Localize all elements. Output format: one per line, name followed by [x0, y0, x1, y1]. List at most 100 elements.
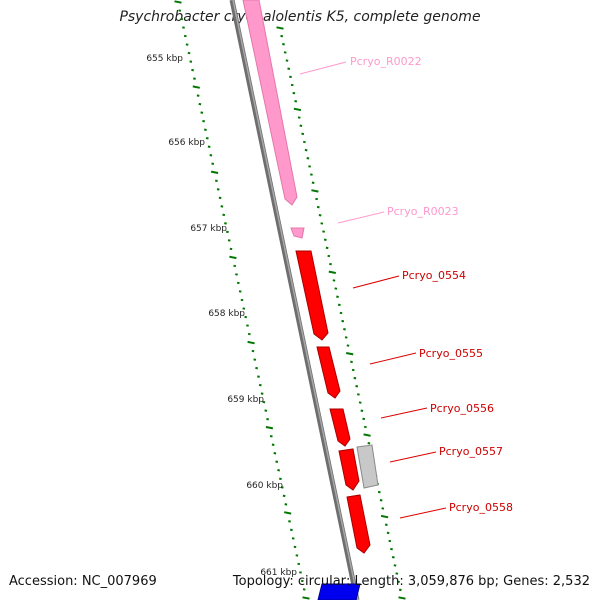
outer-track-minor-tick: [332, 279, 336, 282]
outer-track-minor-tick: [381, 507, 385, 510]
inner-track-major-tick: [284, 511, 292, 515]
inner-track-minor-tick: [178, 9, 182, 12]
inner-track-minor-tick: [244, 315, 248, 319]
label-Pcryo_0557[interactable]: Pcryo_0557: [439, 445, 503, 458]
outer-track-major-tick: [346, 352, 354, 356]
outer-track-minor-tick: [367, 442, 371, 445]
inner-track-minor-tick: [280, 486, 284, 489]
feature-blue-cds[interactable]: [317, 583, 361, 600]
outer-track-minor-tick: [308, 165, 312, 168]
outer-track-major-tick: [380, 514, 389, 519]
inner-track-minor-tick: [216, 188, 220, 191]
label-Pcryo_0554[interactable]: Pcryo_0554: [402, 269, 466, 282]
inner-track-minor-tick: [275, 460, 279, 463]
inner-track-minor-tick: [235, 273, 238, 276]
inner-track-minor-tick: [284, 503, 288, 506]
outer-track-minor-tick: [282, 43, 285, 46]
label-Pcryo_0556[interactable]: Pcryo_0556: [430, 402, 494, 415]
outer-tick-track: [276, 26, 406, 600]
feature-Pcryo_R0022[interactable]: [242, 0, 298, 206]
feature-Pcryo_0557-cds[interactable]: [338, 448, 360, 491]
outer-track-minor-tick: [287, 67, 291, 70]
outer-track-minor-tick: [362, 417, 366, 421]
outer-track-minor-tick: [391, 556, 395, 559]
inner-track-minor-tick: [187, 51, 191, 55]
inner-track-minor-tick: [302, 588, 306, 591]
inner-track-minor-tick: [264, 409, 268, 412]
inner-track-minor-tick: [269, 435, 273, 438]
inner-track-minor-tick: [218, 196, 222, 200]
outer-track-minor-tick: [325, 246, 329, 250]
feature-Pcryo_0554[interactable]: [295, 250, 329, 341]
feature-Pcryo_0555[interactable]: [316, 346, 341, 399]
inner-track-minor-tick: [233, 264, 237, 268]
label-leaders: [299, 61, 447, 519]
inner-track-minor-tick: [224, 222, 227, 225]
outer-track-minor-tick: [337, 303, 341, 307]
inner-track-minor-tick: [203, 128, 207, 131]
outer-track-minor-tick: [280, 34, 284, 38]
genome-summary-text: Topology: circular; Length: 3,059,876 bp…: [232, 574, 590, 589]
outer-track-minor-tick: [397, 580, 400, 583]
leader-Pcryo_0554: [352, 275, 400, 289]
outer-track-minor-tick: [355, 385, 359, 388]
outer-track-minor-tick: [356, 393, 360, 396]
outer-track-minor-tick: [358, 401, 362, 404]
outer-track-major-tick: [311, 189, 319, 193]
outer-track-major-tick: [363, 433, 371, 437]
inner-track-minor-tick: [209, 154, 213, 157]
inner-track-minor-tick: [205, 137, 209, 140]
feature-Pcryo_0557[interactable]: [356, 444, 379, 489]
leader-Pcryo_0556: [380, 407, 428, 419]
outer-track-minor-tick: [360, 409, 364, 412]
inner-track-minor-tick: [242, 307, 246, 310]
outer-track-minor-tick: [377, 490, 381, 494]
outer-track-minor-tick: [306, 157, 310, 160]
outer-track-minor-tick: [341, 319, 345, 323]
outer-track-major-tick: [398, 596, 406, 600]
label-Pcryo_R0023[interactable]: Pcryo_R0023: [387, 205, 459, 218]
inner-track-minor-tick: [289, 528, 293, 532]
map-title: Psychrobacter cryohalolentis K5, complet…: [119, 9, 481, 25]
inner-track-minor-tick: [288, 520, 291, 523]
outer-track-minor-tick: [301, 132, 305, 136]
outer-track-minor-tick: [398, 588, 402, 592]
outer-track-minor-tick: [304, 148, 308, 152]
inner-track-major-tick: [247, 340, 255, 345]
leader-Pcryo_0555: [369, 352, 417, 365]
label-Pcryo_0555[interactable]: Pcryo_0555: [419, 347, 483, 360]
inner-track-minor-tick: [260, 392, 264, 395]
inner-track-minor-tick: [282, 494, 286, 498]
inner-track-minor-tick: [200, 111, 204, 114]
inner-track-minor-tick: [273, 452, 277, 455]
inner-track-minor-tick: [271, 443, 275, 446]
ruler-label-657: 657 kbp: [190, 224, 227, 234]
label-Pcryo_R0022[interactable]: Pcryo_R0022: [350, 55, 422, 68]
inner-track-minor-tick: [193, 77, 196, 80]
outer-track-minor-tick: [289, 75, 292, 79]
outer-track-minor-tick: [390, 547, 393, 551]
leader-Pcryo_0557: [389, 451, 437, 463]
inner-track-minor-tick: [198, 102, 202, 106]
label-Pcryo_0558[interactable]: Pcryo_0558: [449, 501, 513, 514]
outer-track-minor-tick: [353, 376, 357, 380]
inner-track-major-tick: [265, 426, 274, 430]
outer-track-minor-tick: [283, 51, 287, 54]
inner-track-minor-tick: [297, 562, 301, 566]
inner-track-minor-tick: [180, 17, 184, 21]
outer-track-minor-tick: [336, 295, 339, 298]
inner-track-minor-tick: [258, 383, 262, 387]
inner-track-minor-tick: [196, 94, 200, 97]
outer-track-minor-tick: [350, 360, 353, 364]
inner-track-minor-tick: [262, 400, 266, 404]
feature-Pcryo_0556[interactable]: [329, 408, 351, 447]
outer-track-minor-tick: [318, 214, 322, 217]
accession-text: Accession: NC_007969: [9, 574, 157, 589]
feature-Pcryo_0558[interactable]: [346, 494, 371, 554]
feature-Pcryo_R0023[interactable]: [290, 227, 305, 239]
inner-track-minor-tick: [293, 545, 297, 549]
inner-track-major-tick: [302, 596, 310, 600]
inner-track-minor-tick: [229, 247, 233, 251]
outer-track-minor-tick: [320, 222, 324, 225]
outer-track-major-tick: [276, 26, 284, 30]
